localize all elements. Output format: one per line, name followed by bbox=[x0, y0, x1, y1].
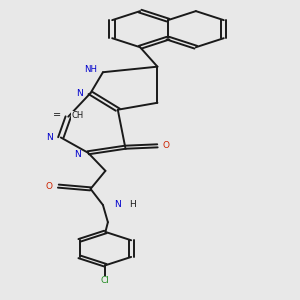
Text: O: O bbox=[163, 141, 170, 150]
Text: N: N bbox=[46, 133, 53, 142]
Text: NH: NH bbox=[84, 65, 97, 74]
Text: N: N bbox=[76, 88, 83, 98]
Text: =: = bbox=[53, 110, 62, 120]
Text: CH: CH bbox=[71, 111, 83, 120]
Text: H: H bbox=[129, 200, 136, 209]
Text: N: N bbox=[114, 200, 121, 209]
Text: Cl: Cl bbox=[101, 276, 110, 285]
Text: N: N bbox=[74, 150, 81, 159]
Text: O: O bbox=[46, 182, 53, 190]
